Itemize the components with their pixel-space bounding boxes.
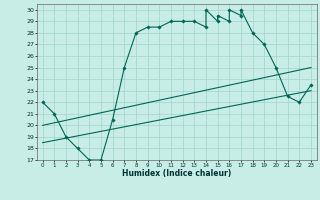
X-axis label: Humidex (Indice chaleur): Humidex (Indice chaleur) bbox=[122, 169, 231, 178]
